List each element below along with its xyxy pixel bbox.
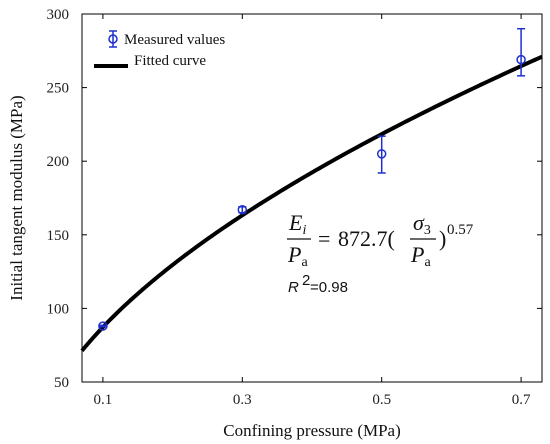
y-tick-label: 200 (47, 154, 70, 170)
eq-rhs-numerator: σ3 (413, 210, 431, 238)
y-tick-label: 100 (47, 301, 70, 317)
r-squared-annotation: R 2 =0.98 (288, 272, 348, 296)
y-tick-label: 50 (54, 375, 69, 391)
y-tick-label: 150 (47, 228, 70, 244)
y-axis-title: Initial tangent modulus (MPa) (7, 95, 26, 300)
x-axis: 0.1 0.3 0.5 0.7 (94, 14, 531, 408)
legend: Measured values Fitted curve (94, 30, 225, 69)
measured-points (98, 27, 526, 331)
data-point (237, 205, 248, 215)
legend-label-measured: Measured values (124, 32, 225, 48)
x-axis-title: Confining pressure (MPa) (223, 421, 401, 440)
y-tick-label: 250 (47, 81, 70, 97)
data-point (98, 321, 108, 331)
marker-circle (237, 205, 248, 215)
eq-equals: = (318, 226, 330, 251)
data-point (516, 27, 526, 77)
plot-frame (81, 13, 543, 383)
r2-superscript: 2 (302, 272, 310, 289)
x-tick-label: 0.7 (512, 392, 531, 408)
legend-marker-circle-icon (108, 34, 118, 44)
eq-lhs-denominator: Pa (287, 242, 308, 270)
r2-value: =0.98 (310, 279, 348, 296)
marker-circle (376, 149, 387, 159)
x-tick-label: 0.5 (372, 392, 391, 408)
y-axis: 50 100 150 200 250 300 (47, 7, 542, 391)
eq-coefficient: 872.7( (338, 226, 395, 251)
fitted-curve-line (80, 54, 543, 353)
eq-rhs-denominator: Pa (410, 242, 431, 270)
data-point (376, 135, 387, 174)
eq-close-paren: ) (439, 226, 446, 251)
y-tick-label: 300 (47, 7, 70, 23)
marker-circle (98, 321, 108, 331)
x-tick-label: 0.1 (94, 392, 113, 408)
fit-equation: Ei Pa = 872.7( σ3 Pa ) 0.57 (287, 210, 474, 270)
r2-label: R (288, 279, 299, 296)
x-tick-label: 0.3 (233, 392, 252, 408)
eq-lhs-numerator: Ei (288, 210, 306, 238)
eq-exponent: 0.57 (447, 222, 474, 238)
legend-label-fitted: Fitted curve (134, 53, 206, 69)
marker-circle (516, 54, 526, 65)
